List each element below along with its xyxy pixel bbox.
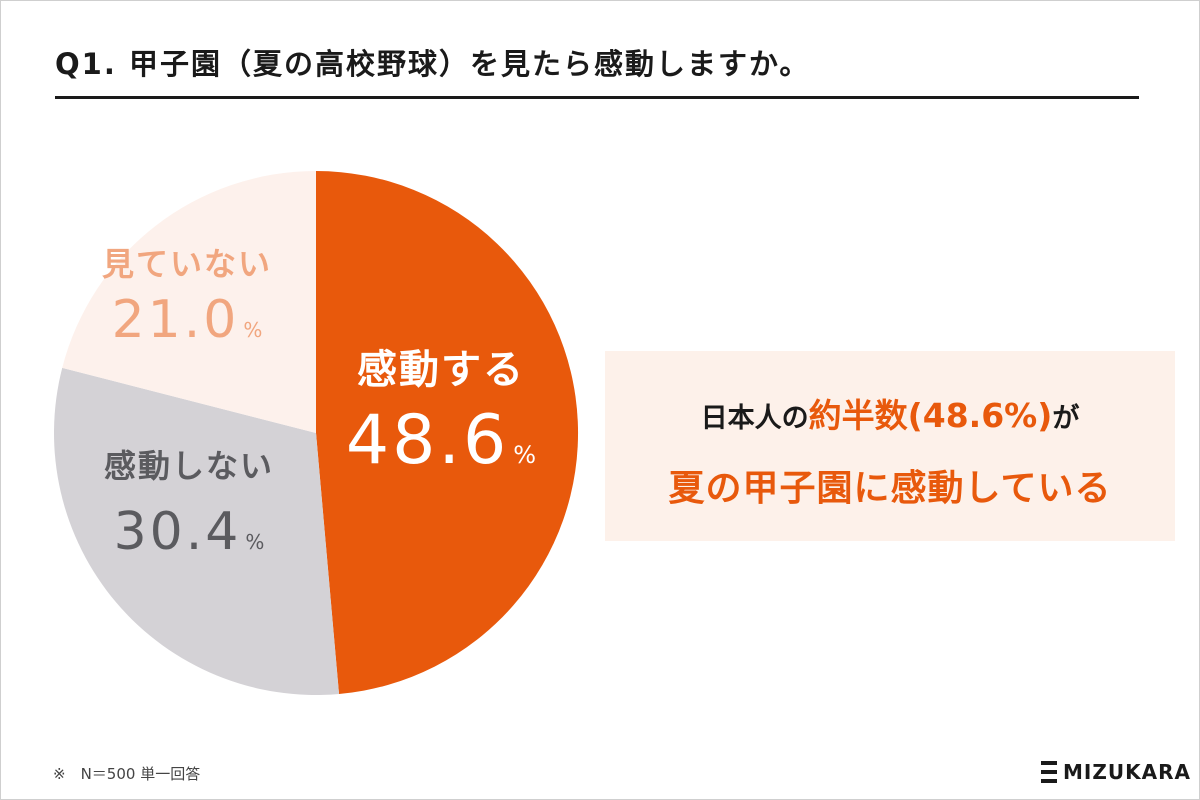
pie-label-1: 感動しない — [104, 447, 274, 485]
pie-slice-2 — [62, 171, 317, 433]
pie-value-2: 21.0% — [112, 290, 263, 350]
title-underline — [55, 96, 1139, 99]
footnote: ※ N＝500 単一回答 — [53, 765, 201, 783]
page-title: Q1. 甲子園（夏の高校野球）を見たら感動しますか。 — [55, 47, 811, 81]
pie-value-1: 30.4% — [114, 502, 265, 562]
pie-value-0: 48.6% — [346, 401, 536, 480]
callout-line1-prefix: 日本人の — [700, 403, 809, 434]
pie-slice-0 — [316, 171, 579, 694]
summary-callout: 日本人の約半数(48.6%)が 夏の甲子園に感動している — [605, 351, 1175, 541]
pie-slice-1 — [53, 367, 340, 696]
brand-logo: MIZUKARA — [1041, 759, 1191, 785]
brand-name: MIZUKARA — [1063, 760, 1191, 784]
pie-label-0: 感動する — [357, 347, 525, 393]
callout-line1: 日本人の約半数(48.6%)が — [605, 389, 1175, 437]
pie-label-2: 見ていない — [102, 245, 272, 283]
callout-line1-highlight: 約半数(48.6%) — [808, 396, 1053, 435]
brand-mark-icon — [1041, 761, 1057, 783]
callout-line1-suffix: が — [1052, 403, 1080, 434]
callout-line2: 夏の甲子園に感動している — [668, 468, 1112, 509]
